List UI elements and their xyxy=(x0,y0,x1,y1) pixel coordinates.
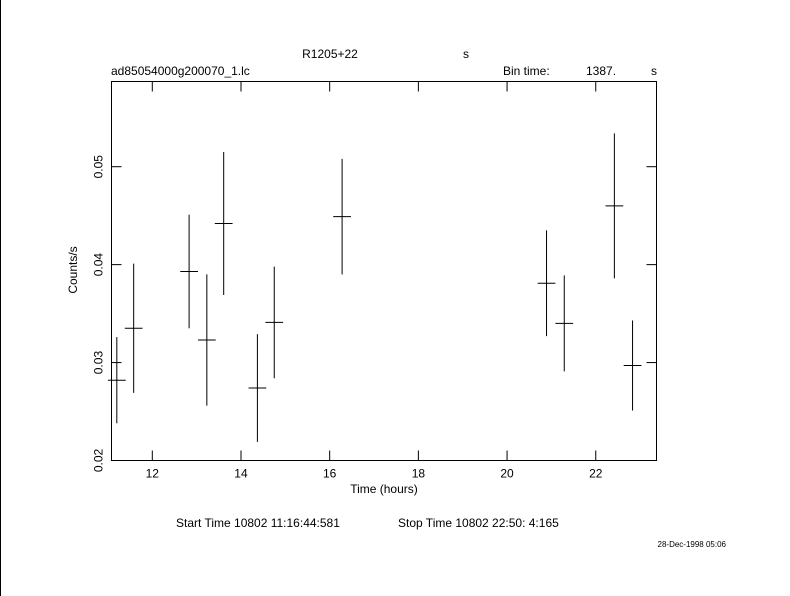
bin-time: 1387. xyxy=(586,64,616,78)
y-tick-label: 0.05 xyxy=(92,155,106,179)
bin-time-unit: s xyxy=(651,64,657,78)
y-tick-label: 0.03 xyxy=(92,351,106,375)
stop-time: Stop Time 10802 22:50: 4:165 xyxy=(398,516,559,530)
x-tick-label: 14 xyxy=(234,467,248,481)
plot-frame xyxy=(111,81,657,461)
start-time: Start Time 10802 11:16:44:581 xyxy=(176,516,340,530)
x-tick-label: 22 xyxy=(589,467,603,481)
x-tick-label: 12 xyxy=(146,467,160,481)
timestamp: 28-Dec-1998 05:06 xyxy=(658,540,727,549)
title-unit: s xyxy=(463,47,469,61)
bin-time-label: Bin time: xyxy=(503,64,550,78)
x-tick-label: 20 xyxy=(500,467,514,481)
y-axis-label: Counts/s xyxy=(66,246,80,293)
y-tick-label: 0.02 xyxy=(92,448,106,472)
x-tick-label: 18 xyxy=(412,467,426,481)
y-tick-label: 0.04 xyxy=(92,253,106,277)
x-tick-label: 16 xyxy=(323,467,337,481)
file-name: ad85054000g200070_1.lc xyxy=(111,64,250,78)
x-axis-label: Time (hours) xyxy=(350,482,418,496)
chart-title: R1205+22 xyxy=(302,47,358,61)
